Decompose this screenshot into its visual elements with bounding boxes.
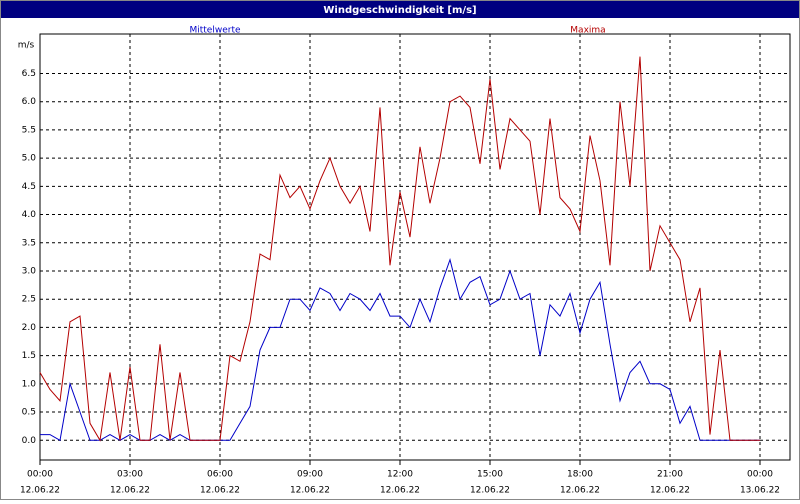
x-tick-date: 12.06.22 xyxy=(470,486,510,496)
x-tick-label: 03:00 xyxy=(117,470,143,480)
x-tick-label: 00:00 xyxy=(747,470,773,480)
chart-title: Windgeschwindigkeit [m/s] xyxy=(323,5,476,16)
y-tick-label: 2.5 xyxy=(22,295,36,305)
legend-label: Maxima xyxy=(570,26,605,36)
legend-label: Mittelwerte xyxy=(189,26,240,36)
x-tick-label: 21:00 xyxy=(657,470,683,480)
title-bar xyxy=(1,1,799,18)
data-line xyxy=(40,257,760,442)
x-tick-date: 12.06.22 xyxy=(200,486,240,496)
y-tick-label: 6.5 xyxy=(22,69,36,79)
y-tick-label: 0.0 xyxy=(22,436,37,446)
x-tick-label: 09:00 xyxy=(297,470,323,480)
x-tick-label: 15:00 xyxy=(477,470,503,480)
x-tick-date: 12.06.22 xyxy=(290,486,330,496)
y-tick-label: 5.0 xyxy=(22,154,37,164)
x-tick-date: 12.06.22 xyxy=(20,486,60,496)
x-tick-label: 18:00 xyxy=(567,470,593,480)
y-tick-label: 3.5 xyxy=(22,238,36,248)
y-tick-label: 0.5 xyxy=(22,408,36,418)
y-tick-label: 1.0 xyxy=(22,379,37,389)
y-tick-label: 4.0 xyxy=(22,210,37,220)
x-tick-label: 00:00 xyxy=(27,470,53,480)
y-tick-label: 6.0 xyxy=(22,97,37,107)
data-line xyxy=(39,56,760,442)
x-tick-date: 12.06.22 xyxy=(650,486,690,496)
x-tick-date: 12.06.22 xyxy=(560,486,600,496)
y-unit: m/s xyxy=(18,41,35,51)
y-tick-label: 4.5 xyxy=(22,182,36,192)
y-tick-label: 2.0 xyxy=(22,323,37,333)
x-tick-label: 06:00 xyxy=(207,470,233,480)
x-tick-label: 12:00 xyxy=(387,470,413,480)
x-tick-date: 12.06.22 xyxy=(110,486,150,496)
y-tick-label: 1.5 xyxy=(22,351,36,361)
y-tick-label: 3.0 xyxy=(22,266,37,276)
x-tick-date: 12.06.22 xyxy=(380,486,420,496)
y-tick-label: 5.5 xyxy=(22,125,36,135)
x-tick-date: 13.06.22 xyxy=(740,486,780,496)
